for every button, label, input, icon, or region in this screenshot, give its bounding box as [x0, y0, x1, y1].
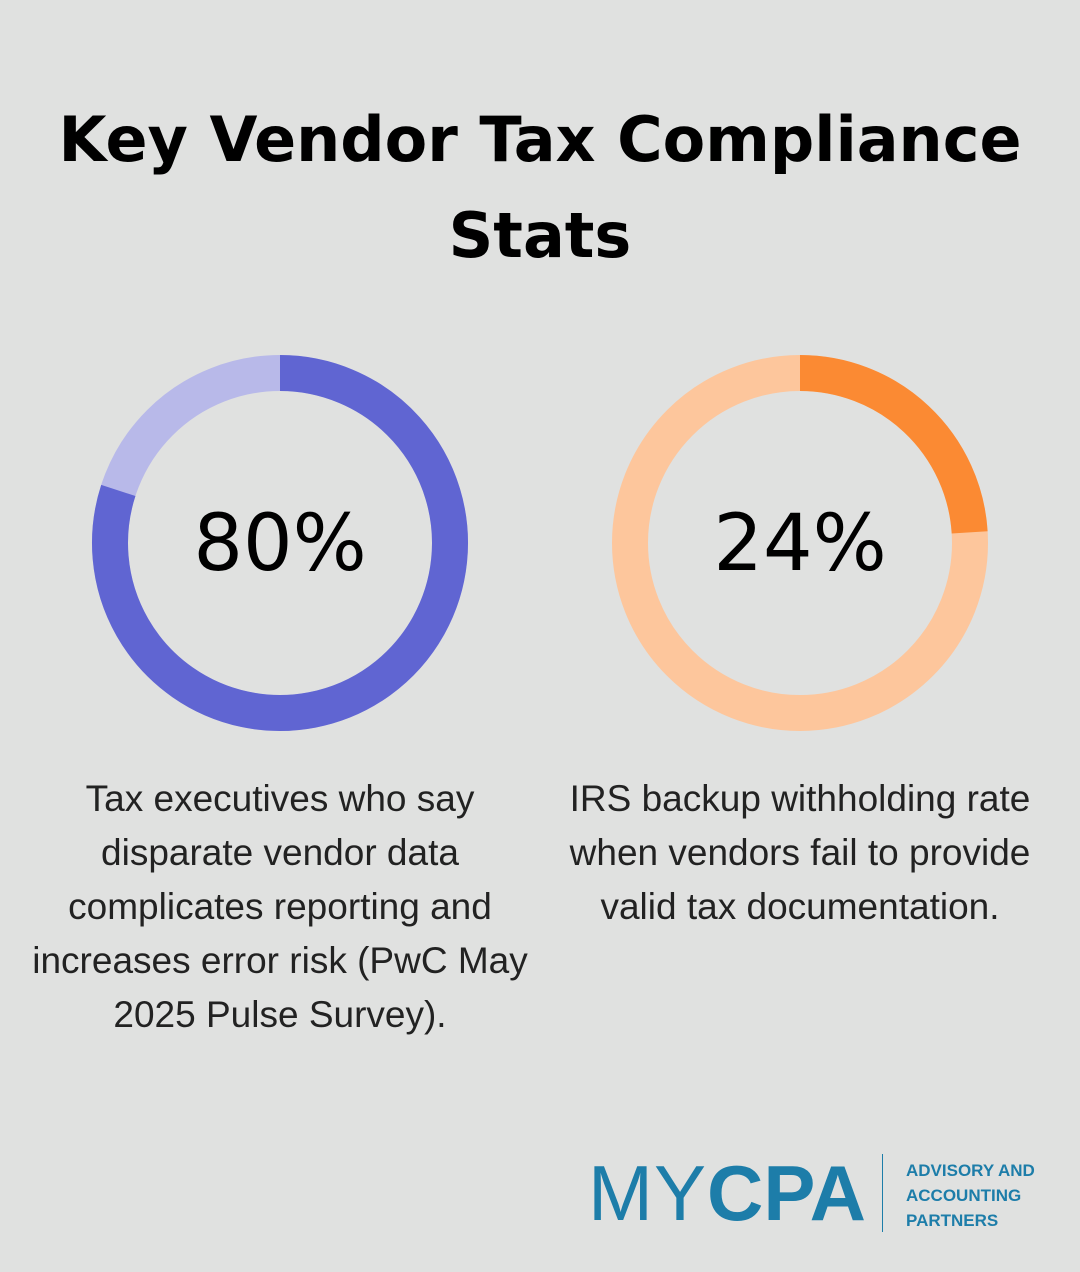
value-label: 80% — [193, 499, 366, 589]
tagline: ADVISORY AND ACCOUNTING PARTNERS — [906, 1158, 1035, 1233]
value-label: 24% — [713, 499, 886, 589]
separator — [882, 1154, 883, 1232]
donut-arc — [92, 355, 468, 731]
tagline-line: ADVISORY AND — [906, 1161, 1035, 1180]
brand: MYCPA — [588, 1150, 866, 1236]
caption: Tax executives who say disparate vendor … — [32, 778, 528, 1035]
tagline-line: ACCOUNTING — [906, 1186, 1022, 1205]
tagline-line: PARTNERS — [906, 1211, 999, 1230]
donut-arc — [799, 355, 988, 534]
brand-light: MY — [588, 1149, 707, 1237]
caption: IRS backup withholding rate when vendors… — [569, 778, 1031, 927]
title: Key Vendor Tax Compliance Stats — [58, 103, 1022, 272]
charts: 80% 24% — [92, 355, 988, 731]
brand-bold: CPA — [707, 1149, 866, 1237]
